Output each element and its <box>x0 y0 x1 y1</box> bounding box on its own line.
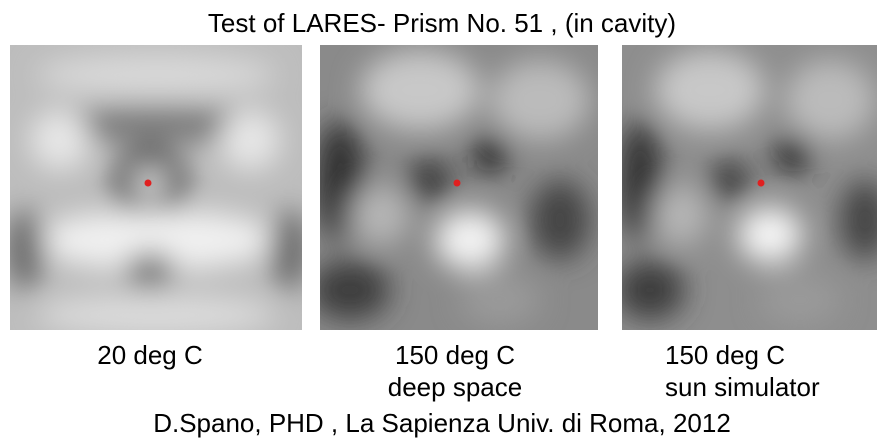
caption: 150 deg C <box>395 340 515 370</box>
caption: 150 deg C <box>665 340 785 370</box>
pattern-image <box>320 45 598 330</box>
pattern-image <box>10 45 302 330</box>
caption: 20 deg C <box>97 340 203 370</box>
footer: D.Spano, PHD , La Sapienza Univ. di Roma… <box>153 408 731 438</box>
pattern-image <box>622 45 877 330</box>
caption: deep space <box>388 372 522 402</box>
caption: sun simulator <box>665 372 820 402</box>
title: Test of LARES- Prism No. 51 , (in cavity… <box>208 8 676 38</box>
